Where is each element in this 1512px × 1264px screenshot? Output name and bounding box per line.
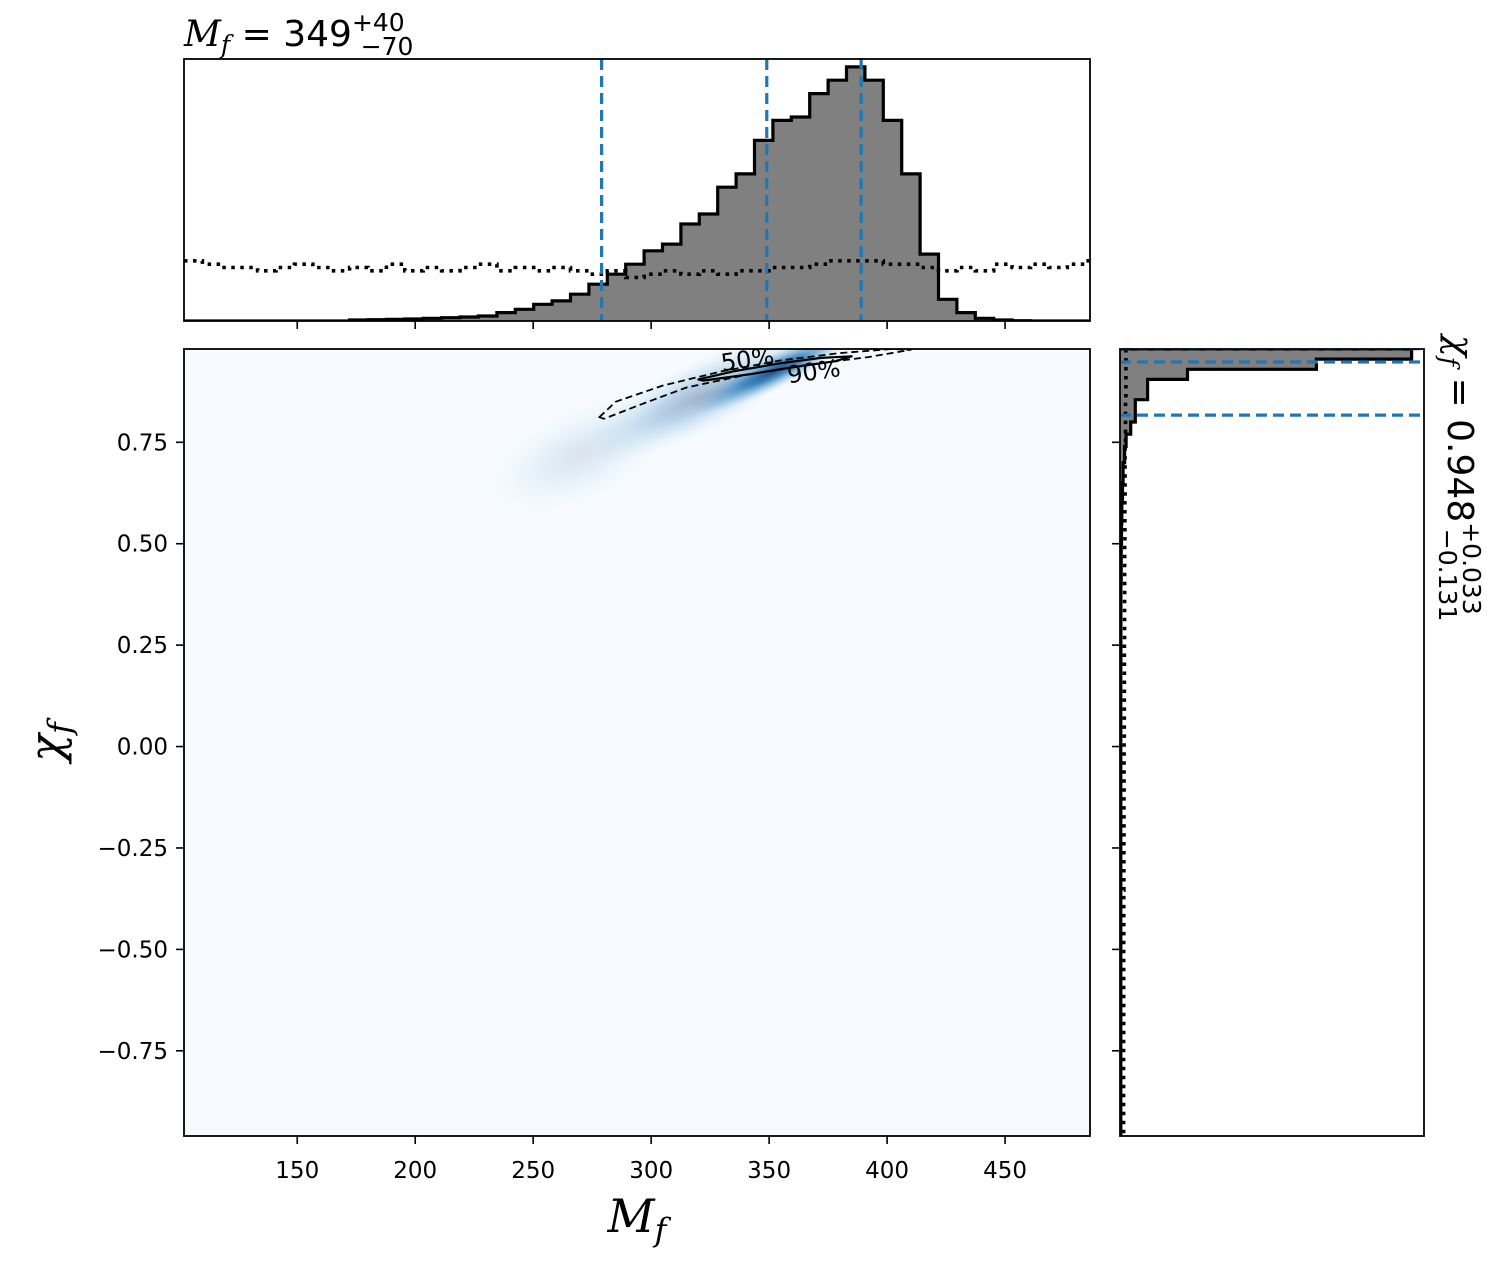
x-tick-label: 450 — [983, 1158, 1027, 1184]
spin-marginal-panel: χf = 0.948+0.033−0.131 — [1112, 332, 1486, 1137]
y-axis-symbol: χ — [19, 731, 73, 765]
y-tick-label: −0.75 — [98, 1039, 168, 1065]
contour-50pct — [697, 355, 853, 382]
spin-title-minus: −0.131 — [1433, 529, 1462, 622]
mass-marginal-panel: Mf = 349+40 −70 — [183, 8, 1091, 329]
y-tick-label: 0.50 — [117, 532, 168, 558]
mass-title-symbol: M — [183, 14, 222, 55]
spin-title-symbol: χ — [1439, 332, 1480, 359]
x-tick-label: 200 — [393, 1158, 437, 1184]
x-tick-label: 300 — [629, 1158, 673, 1184]
x-axis-subscript: f — [653, 1211, 672, 1249]
joint-density-panel: 50% 90% 150 200 250 300 350 400 4500.750.500.25… — [19, 348, 1091, 1249]
y-tick-label: 0.25 — [117, 633, 168, 659]
y-axis-label: χf — [19, 717, 79, 765]
y-tick-label: 0.75 — [117, 430, 168, 456]
mass-title-median: 349 — [283, 14, 352, 55]
mass-title-equals: = — [230, 14, 283, 55]
density-blob — [482, 390, 679, 519]
mass-title-minus: −70 — [361, 32, 414, 61]
joint-frame — [183, 348, 1091, 1137]
x-tick-label: 400 — [865, 1158, 909, 1184]
spin-title-plus: +0.033 — [1457, 522, 1486, 615]
density-background — [184, 349, 1090, 1136]
y-axis-subscript: f — [41, 717, 79, 736]
spin-prior-histogram — [1121, 349, 1128, 1136]
spin-marginal-frame — [1119, 348, 1425, 1137]
spin-title-median: 0.948 — [1439, 419, 1480, 522]
mass-posterior-fill — [184, 66, 1090, 321]
spin-posterior-fill — [1120, 349, 1412, 1136]
x-axis-label: Mf — [607, 1189, 672, 1249]
x-tick-label: 250 — [511, 1158, 555, 1184]
spin-title-subscript: f — [1435, 355, 1464, 370]
x-tick-label: 350 — [747, 1158, 791, 1184]
mass-title: Mf = 349+40 −70 — [183, 8, 413, 61]
mass-marginal-frame — [183, 58, 1091, 322]
mass-title-subscript: f — [219, 30, 234, 59]
spin-posterior-histogram — [1120, 349, 1414, 1136]
mass-prior-histogram — [184, 259, 1090, 280]
spin-title-equals: = — [1439, 366, 1480, 419]
y-tick-label: −0.50 — [98, 937, 168, 963]
y-tick-label: −0.25 — [98, 836, 168, 862]
y-tick-label: 0.00 — [117, 735, 168, 761]
x-tick-label: 150 — [275, 1158, 319, 1184]
mass-title-plus: +40 — [352, 8, 405, 37]
x-axis-symbol: M — [607, 1189, 657, 1243]
spin-title: χf = 0.948+0.033−0.131 — [1433, 332, 1486, 621]
